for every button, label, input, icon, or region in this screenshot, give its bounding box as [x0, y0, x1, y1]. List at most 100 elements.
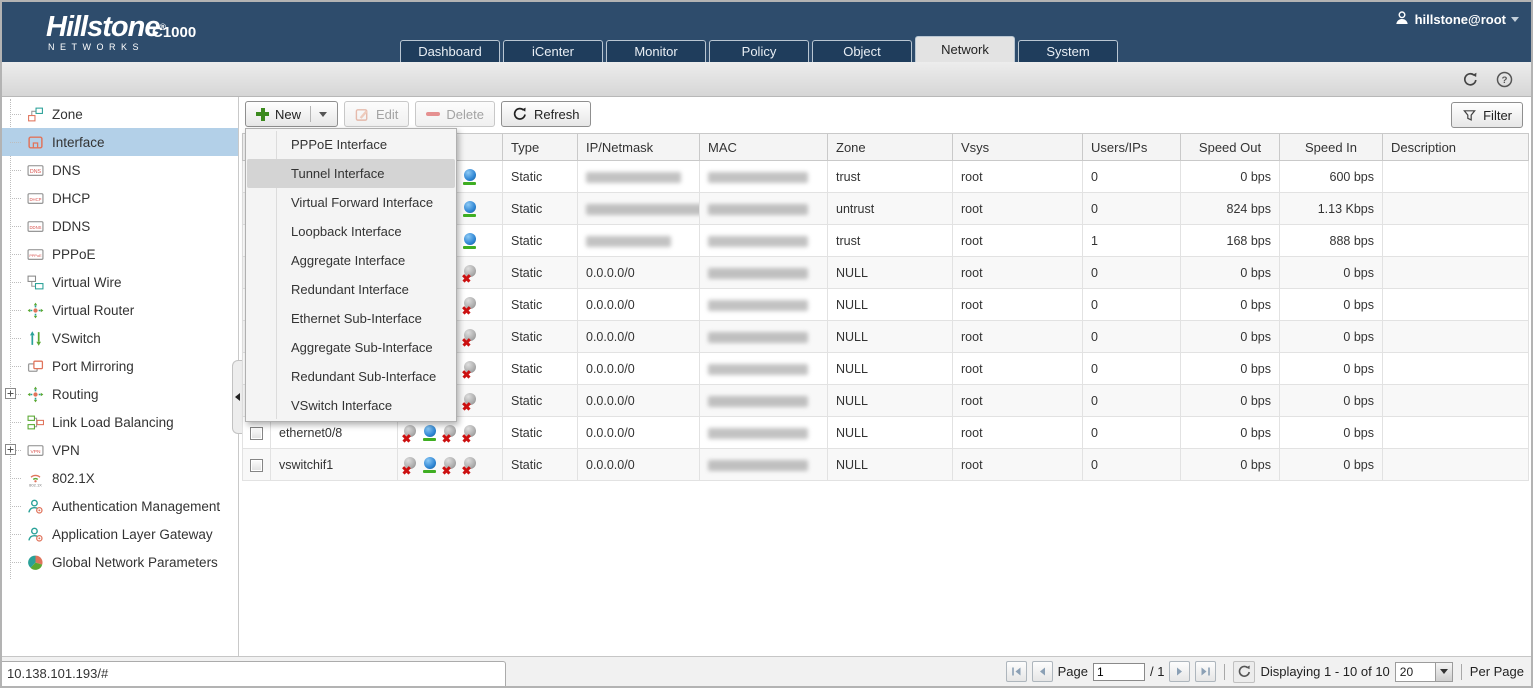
sidebar-item-authentication-management[interactable]: Authentication Management	[2, 492, 238, 520]
cell-description	[1382, 384, 1529, 417]
column-header-speed_out[interactable]: Speed Out	[1180, 133, 1280, 161]
cell-ip: 0.0.0.0/0	[577, 256, 700, 289]
cell-ip: 0.0.0.0/0	[577, 448, 700, 481]
sidebar-item-global-network-parameters[interactable]: Global Network Parameters	[2, 548, 238, 576]
refresh-button-label: Refresh	[534, 106, 580, 122]
column-header-vsys[interactable]: Vsys	[952, 133, 1083, 161]
blurred-value	[708, 203, 808, 215]
sidebar-item-label: Port Mirroring	[52, 358, 134, 374]
column-header-description[interactable]: Description	[1382, 133, 1529, 161]
column-header-speed_in[interactable]: Speed In	[1279, 133, 1383, 161]
user-menu[interactable]: hillstone@root	[1394, 10, 1519, 29]
interface-status-up-icon	[462, 168, 478, 185]
sidebar-item-application-layer-gateway[interactable]: Application Layer Gateway	[2, 520, 238, 548]
table-refresh-button[interactable]	[1233, 660, 1256, 683]
menu-item-ethernet-sub-interface[interactable]: Ethernet Sub-Interface	[291, 311, 422, 326]
delete-button[interactable]: Delete	[415, 101, 495, 127]
column-header-type[interactable]: Type	[502, 133, 578, 161]
menu-item-virtual-forward-interface[interactable]: Virtual Forward Interface	[291, 195, 434, 210]
menu-item-pppoe-interface[interactable]: PPPoE Interface	[291, 137, 388, 152]
expand-icon[interactable]	[5, 388, 16, 399]
cell-zone: NULL	[827, 384, 953, 417]
zone-icon	[27, 106, 44, 123]
sidebar-item-ddns[interactable]: DDNS DDNS	[2, 212, 238, 240]
cell-speed_out: 0 bps	[1180, 352, 1280, 385]
cell-speed_out: 0 bps	[1180, 384, 1280, 417]
menu-item-redundant-interface[interactable]: Redundant Interface	[291, 282, 409, 297]
column-header-mac[interactable]: MAC	[699, 133, 828, 161]
cell-checkbox	[242, 448, 271, 481]
minus-icon	[426, 112, 441, 116]
cell-users: 0	[1082, 384, 1181, 417]
column-header-zone[interactable]: Zone	[827, 133, 953, 161]
menu-item-loopback-interface[interactable]: Loopback Interface	[291, 224, 402, 239]
next-page-button[interactable]	[1169, 661, 1191, 682]
sidebar-item-label: 802.1X	[52, 470, 95, 486]
pppoe-icon: PPPoE	[27, 246, 44, 263]
per-page-select[interactable]: 20	[1394, 661, 1453, 682]
per-page-chevron-icon[interactable]	[1434, 662, 1452, 681]
tab-network[interactable]: Network	[915, 36, 1015, 62]
cell-vsys: root	[952, 192, 1083, 225]
page-input[interactable]	[1092, 662, 1145, 681]
table-row[interactable]: vswitchif1 Static 0.0.0.0/0 NULL root 0 0 bps 0…	[242, 448, 1529, 481]
menu-item-redundant-sub-interface[interactable]: Redundant Sub-Interface	[291, 369, 437, 384]
help-icon[interactable]: ?	[1496, 71, 1513, 88]
sidebar-collapse-handle[interactable]	[232, 360, 242, 434]
menu-item-tunnel-interface[interactable]: Tunnel Interface	[247, 159, 455, 188]
cell-mac	[699, 320, 828, 353]
sidebar-item-dhcp[interactable]: DHCP DHCP	[2, 184, 238, 212]
sidebar-item-zone[interactable]: Zone	[2, 100, 238, 128]
cell-zone: NULL	[827, 416, 953, 449]
tab-dashboard[interactable]: Dashboard	[400, 40, 500, 62]
cell-type: Static	[502, 384, 578, 417]
sidebar-item-dns[interactable]: DNS DNS	[2, 156, 238, 184]
column-header-users[interactable]: Users/IPs	[1082, 133, 1181, 161]
menu-item-aggregate-sub-interface[interactable]: Aggregate Sub-Interface	[291, 340, 433, 355]
sidebar-item-port-mirroring[interactable]: Port Mirroring	[2, 352, 238, 380]
interface-status-down-icon	[462, 264, 478, 282]
filter-button-label: Filter	[1483, 107, 1512, 123]
tab-system[interactable]: System	[1018, 40, 1118, 62]
refresh-icon	[512, 106, 528, 122]
menu-item-vswitch-interface[interactable]: VSwitch Interface	[291, 398, 393, 413]
sidebar-item-virtual-wire[interactable]: Virtual Wire	[2, 268, 238, 296]
page-refresh-icon[interactable]	[1462, 71, 1479, 88]
tab-object[interactable]: Object	[812, 40, 912, 62]
new-dropdown-caret-icon[interactable]	[319, 111, 328, 121]
tab-monitor[interactable]: Monitor	[606, 40, 706, 62]
menu-item-aggregate-interface[interactable]: Aggregate Interface	[291, 253, 406, 268]
sidebar-item-vswitch[interactable]: VSwitch	[2, 324, 238, 352]
expand-icon[interactable]	[5, 444, 16, 455]
sidebar-item-virtual-router[interactable]: Virtual Router	[2, 296, 238, 324]
column-header-ip[interactable]: IP/Netmask	[577, 133, 700, 161]
edit-button[interactable]: Edit	[344, 101, 410, 127]
sidebar-item-802-1x[interactable]: 802.1X 802.1X	[2, 464, 238, 492]
new-button[interactable]: New	[245, 101, 339, 127]
cell-type: Static	[502, 288, 578, 321]
blurred-value	[708, 267, 808, 279]
filter-button[interactable]: Filter	[1451, 102, 1523, 128]
first-page-button[interactable]	[1005, 661, 1027, 682]
row-checkbox[interactable]	[250, 426, 263, 440]
tab-icenter[interactable]: iCenter	[503, 40, 603, 62]
sidebar-item-link-load-balancing[interactable]: Link Load Balancing	[2, 408, 238, 436]
cell-name: vswitchif1	[270, 448, 398, 481]
cell-ip: 0.0.0.0/0	[577, 416, 700, 449]
cell-mac	[699, 448, 828, 481]
cell-type: Static	[502, 256, 578, 289]
prev-page-button[interactable]	[1031, 661, 1053, 682]
sidebar-item-interface[interactable]: Interface	[2, 128, 238, 156]
sidebar-item-vpn[interactable]: VPN VPN	[2, 436, 238, 464]
last-page-button[interactable]	[1195, 661, 1217, 682]
cell-speed_in: 600 bps	[1279, 160, 1383, 193]
dhcp-icon: DHCP	[27, 190, 44, 207]
interface-status-down-icon	[462, 456, 478, 474]
sidebar-item-routing[interactable]: Routing	[2, 380, 238, 408]
row-checkbox[interactable]	[250, 458, 263, 472]
sidebar-item-pppoe[interactable]: PPPoE PPPoE	[2, 240, 238, 268]
sidebar-item-label: Application Layer Gateway	[52, 526, 213, 542]
cell-vsys: root	[952, 224, 1083, 257]
refresh-button[interactable]: Refresh	[501, 101, 591, 127]
tab-policy[interactable]: Policy	[709, 40, 809, 62]
